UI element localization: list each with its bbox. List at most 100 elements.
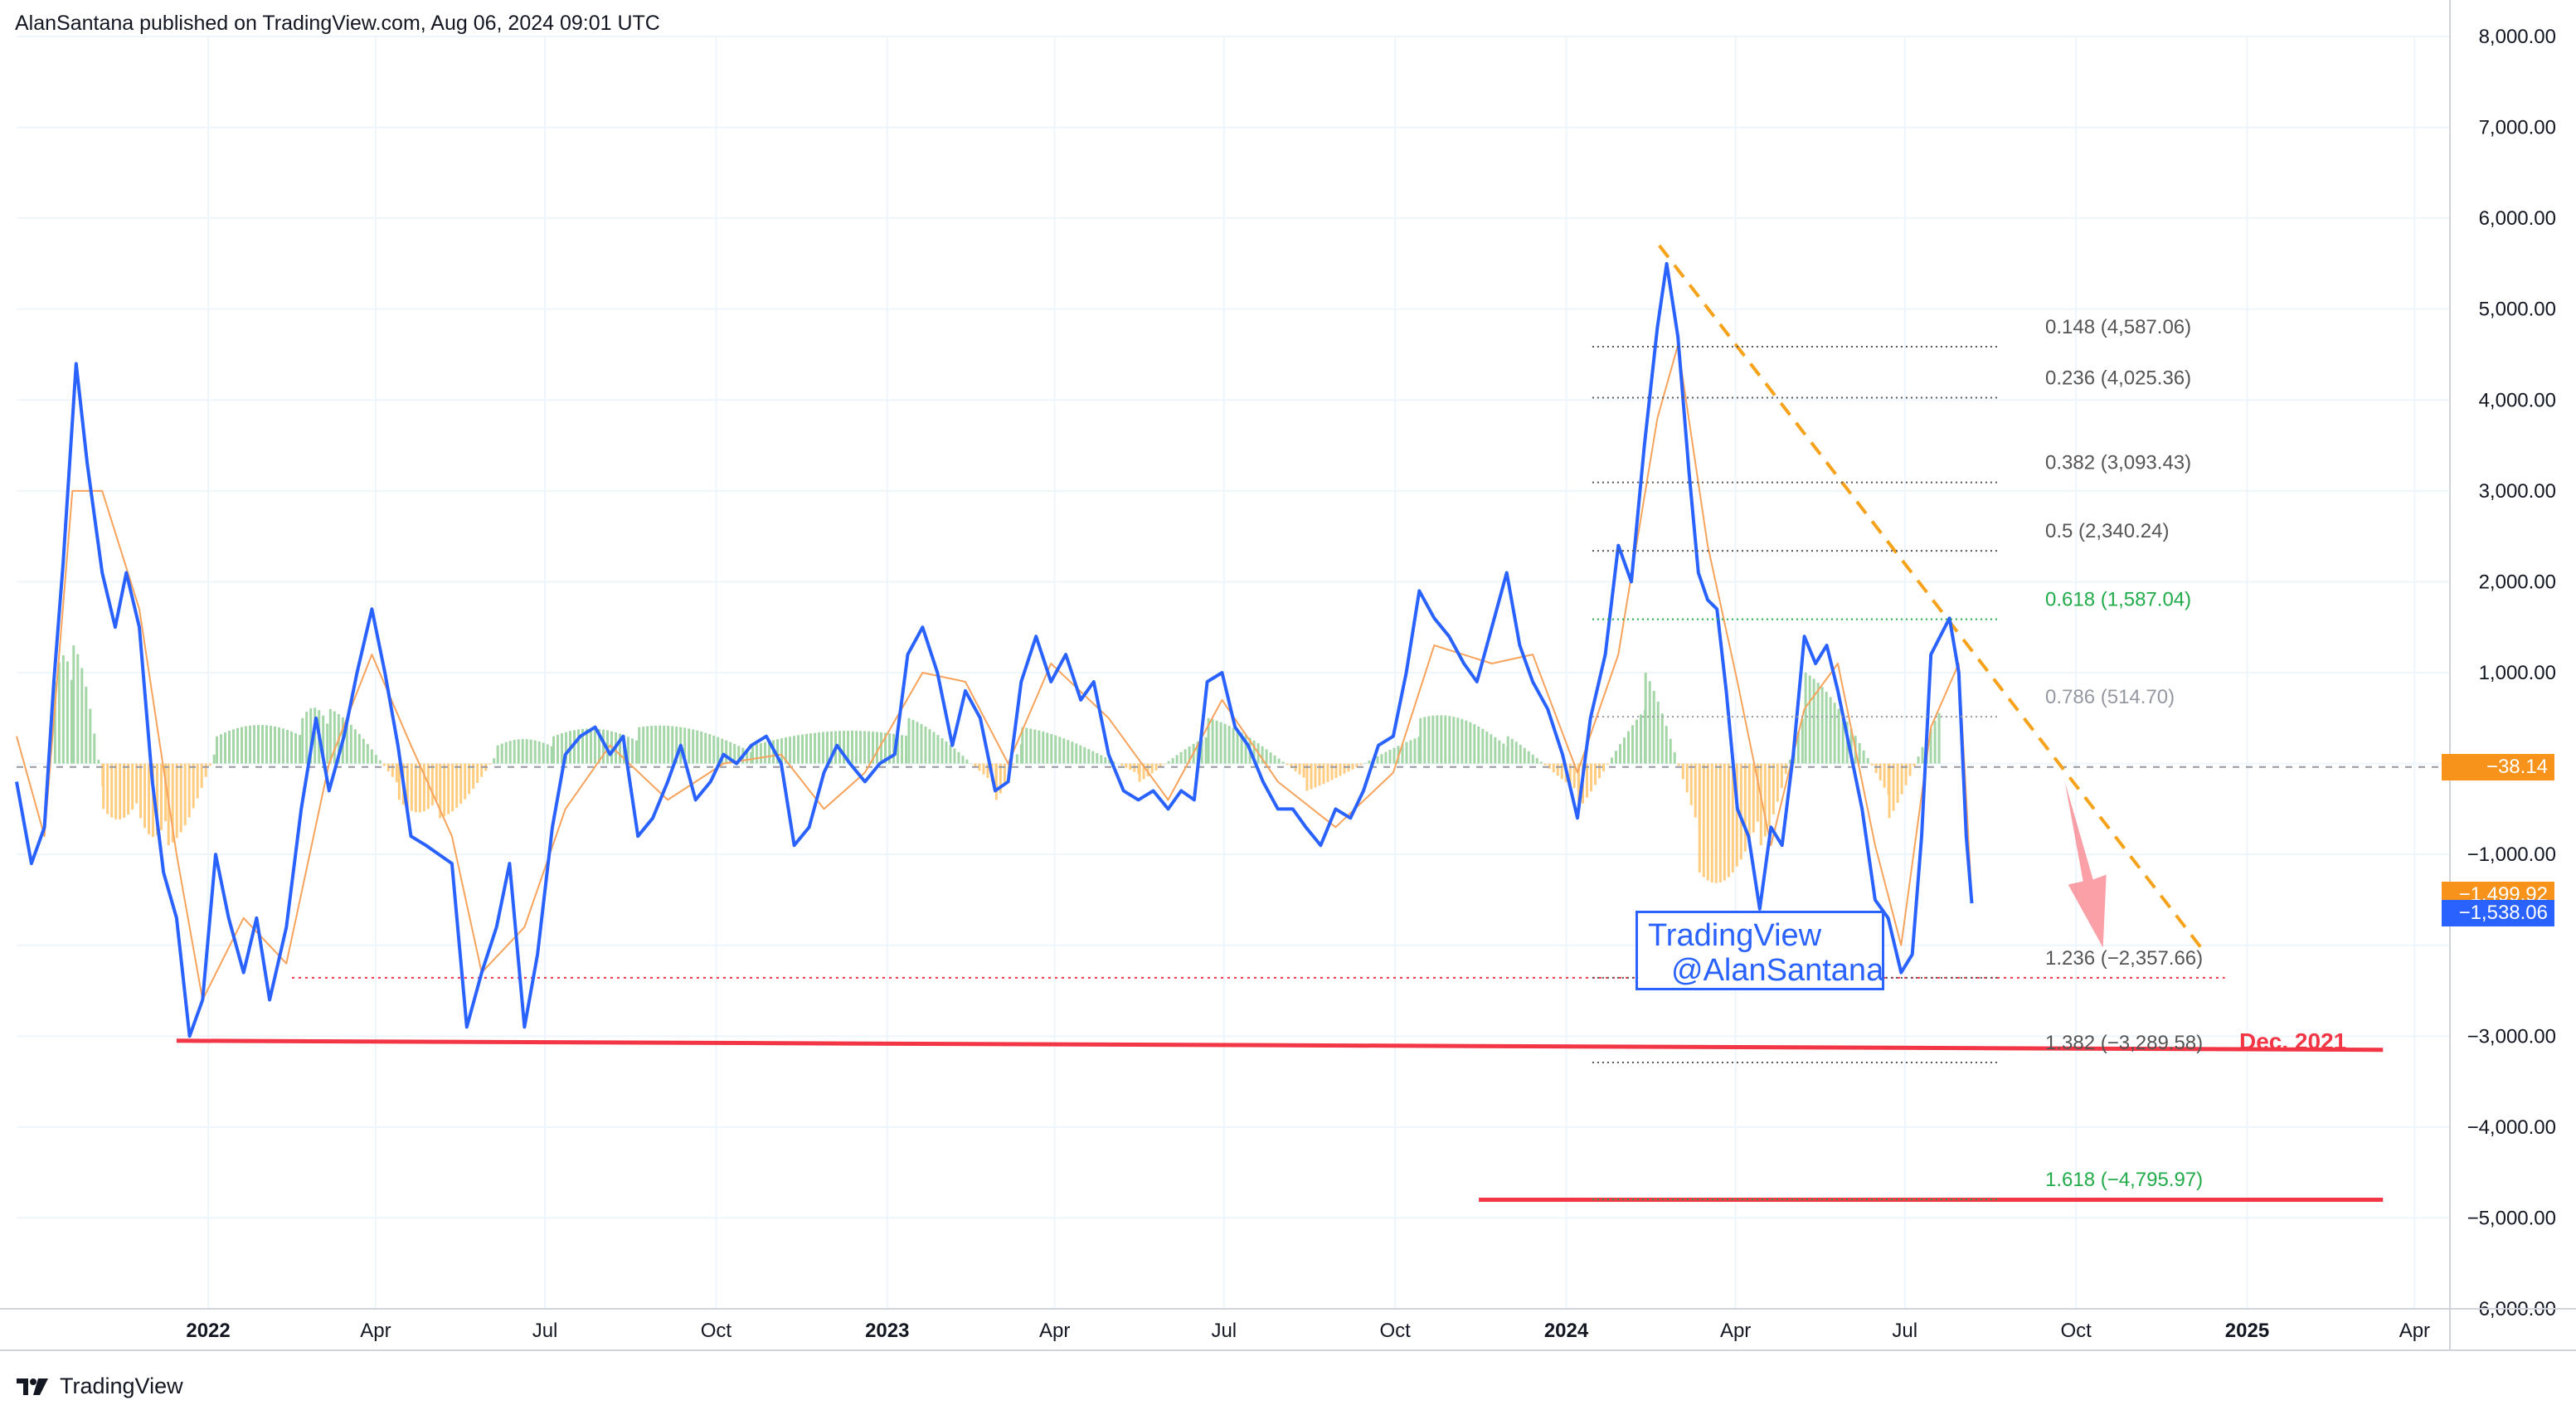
histogram-bar	[513, 740, 516, 764]
histogram-bar	[72, 645, 75, 764]
histogram-bar	[764, 741, 767, 764]
histogram-bar	[1543, 763, 1547, 766]
histogram-bar	[1539, 761, 1543, 764]
histogram-bar	[447, 763, 450, 814]
histogram-bar	[93, 733, 96, 764]
histogram-bar	[550, 746, 553, 764]
histogram-bar	[546, 744, 549, 764]
histogram-bar	[1937, 712, 1941, 764]
histogram-bar	[1461, 718, 1464, 764]
histogram-bar	[414, 763, 417, 813]
histogram-bar	[1025, 727, 1028, 764]
histogram-bar	[659, 725, 662, 764]
histogram-bar	[1150, 763, 1154, 774]
histogram-bar	[1780, 763, 1783, 789]
histogram-bar	[1888, 763, 1891, 819]
fib-label: 0.148 (4,587.06)	[2045, 316, 2191, 338]
histogram-bar	[965, 759, 969, 764]
histogram-bar	[1452, 717, 1456, 764]
histogram-bar	[232, 729, 236, 764]
histogram-bar	[1548, 763, 1551, 769]
y-tick-label: 5,000.00	[2479, 299, 2556, 321]
histogram-bar	[1560, 763, 1563, 780]
histogram-bar	[1405, 741, 1408, 764]
histogram-bar	[422, 763, 425, 812]
histogram-bar	[236, 727, 240, 764]
histogram-bar	[1046, 732, 1049, 764]
histogram-bar	[127, 763, 130, 815]
histogram-bar	[1796, 732, 1800, 764]
histogram-bar	[1384, 751, 1388, 764]
histogram-bar	[598, 729, 601, 764]
histogram-bar	[1904, 763, 1908, 785]
histogram-bar	[397, 763, 401, 800]
histogram-bar	[1067, 740, 1070, 764]
histogram-bar	[733, 743, 736, 764]
fib-label: 0.382 (3,093.43)	[2045, 452, 2191, 474]
histogram-bar	[1388, 750, 1392, 764]
histogram-bar	[1652, 691, 1655, 764]
histogram-bar	[1727, 763, 1730, 878]
histogram-bar	[712, 735, 716, 764]
histogram-bar	[696, 730, 699, 764]
histogram-bar	[504, 741, 508, 764]
histogram-bar	[1756, 763, 1759, 822]
histogram-bar	[537, 741, 541, 764]
histogram-bar	[1689, 763, 1693, 805]
histogram-bar	[1788, 760, 1791, 764]
histogram-bar	[1656, 702, 1660, 764]
histogram-bar	[1409, 740, 1412, 764]
histogram-bar	[196, 763, 199, 799]
tradingview-logo-icon	[17, 1378, 48, 1395]
histogram-bar	[1298, 763, 1301, 775]
histogram-bar	[1677, 763, 1680, 766]
histogram-bar	[200, 763, 203, 788]
histogram-bar	[1597, 763, 1601, 779]
x-tick-label: Oct	[2060, 1320, 2092, 1342]
y-axis: 8,000.00 7,000.00 6,000.00 5,000.00 4,000.00…	[2449, 0, 2556, 1350]
histogram-bar	[1816, 683, 1820, 764]
histogram-bar	[901, 735, 904, 764]
histogram-bar	[1392, 747, 1396, 764]
histogram-bar	[1054, 735, 1057, 764]
histogram-bar	[1820, 687, 1824, 764]
histogram-bar	[1490, 734, 1493, 764]
histogram-bar	[1318, 763, 1321, 786]
histogram-bar	[830, 731, 834, 764]
histogram-bar	[619, 733, 622, 764]
histogram-bar	[430, 763, 434, 806]
histogram-bar	[581, 728, 585, 764]
histogram-bar	[986, 763, 989, 779]
histogram-bar	[1322, 763, 1325, 785]
histogram-bar	[1639, 714, 1642, 764]
histogram-bar	[1075, 743, 1078, 764]
histogram-bar	[1219, 722, 1222, 764]
histogram-bar	[1618, 744, 1621, 764]
histogram-bar	[1784, 763, 1787, 775]
histogram-bar	[1138, 763, 1141, 782]
histogram-bar	[1244, 735, 1247, 764]
histogram-bar	[1355, 763, 1358, 768]
histogram-bar	[53, 681, 56, 764]
histogram-bar	[1862, 750, 1865, 764]
histogram-bar	[183, 763, 187, 826]
histogram-bar	[884, 732, 887, 764]
histogram-bar	[561, 733, 564, 764]
histogram-bar	[1849, 728, 1853, 764]
histogram-bar	[357, 733, 361, 764]
histogram-bar	[924, 726, 927, 764]
histogram-bar	[642, 727, 645, 764]
histogram-bar	[362, 738, 365, 764]
histogram-bar	[313, 707, 317, 764]
histogram-bar	[1401, 743, 1404, 764]
watermark-line-1: TradingView	[1648, 918, 1822, 953]
histogram-bar	[654, 725, 658, 764]
histogram-bar	[1033, 729, 1037, 764]
histogram-bar	[374, 755, 377, 764]
histogram-bar	[1812, 678, 1815, 764]
histogram-bar	[1196, 741, 1199, 764]
histogram-bar	[525, 739, 528, 764]
histogram-bar	[961, 756, 965, 764]
histogram-bar	[1698, 763, 1701, 873]
